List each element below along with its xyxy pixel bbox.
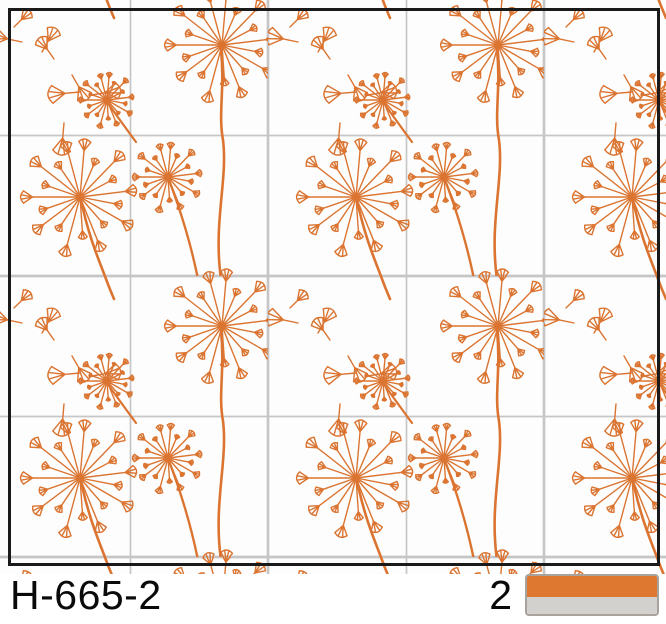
color-swatch <box>525 574 659 616</box>
label-bar: H-665-2 2 <box>0 574 666 624</box>
swatch-gray-band <box>527 597 657 614</box>
swatch-orange-band <box>527 576 657 598</box>
dandelion-pattern <box>0 0 666 574</box>
product-code-label: H-665-2 <box>10 571 162 618</box>
variant-count-label: 2 <box>489 571 512 618</box>
